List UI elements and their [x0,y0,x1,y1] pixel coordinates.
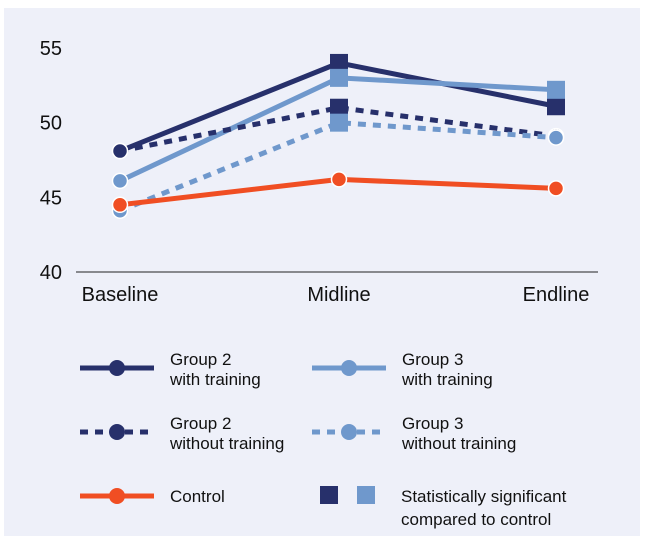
y-tick-label: 45 [40,187,62,209]
y-tick-label: 55 [40,38,62,60]
point-square-group-2-without-training [330,98,348,117]
legend-label-control: Control [170,487,225,506]
legend-label-group-2-with-training: Group 2 with training [169,350,261,389]
legend-marker-group-2-with-training [109,360,125,376]
legend-square-light [357,486,375,504]
point-control [547,180,565,197]
legend-label-group-3-without-training: Group 3 without training [401,414,516,453]
point-square-group-3-without-training [330,113,348,132]
point-control [330,171,348,188]
x-tick-label: Baseline [82,284,159,306]
point-group-3-without-training [547,129,565,146]
legend-marker-group-3-without-training [341,424,357,440]
legend-item-group-3-with-training: Group 3 with training [312,350,493,389]
legend-item-control: Control [80,487,225,506]
series-line-group-3-without-training [119,120,557,214]
x-tick-label: Midline [307,284,370,306]
point-control [111,196,129,214]
legend-item-group-2-without-training: Group 2 without training [80,414,284,453]
legend-marker-group-3-with-training [341,360,357,376]
legend-label-significance: Statistically significant compared to con… [401,487,567,529]
point-group-3-with-training [111,172,129,190]
legend-item-significance: Statistically significant compared to con… [320,486,567,529]
y-tick-label: 50 [40,113,62,135]
legend-label-group-2-without-training: Group 2 without training [169,414,284,453]
point-square-group-2-with-training [330,53,348,72]
y-tick-label: 40 [40,262,62,284]
legend-label-group-3-with-training: Group 3 with training [401,350,493,389]
point-square-group-3-with-training [330,68,348,87]
legend-item-group-2-with-training: Group 2 with training [80,350,261,389]
legend-item-group-3-without-training: Group 3 without training [312,414,516,453]
legend-square-dark [320,486,338,504]
point-square-group-2-with-training [547,97,565,116]
x-tick-label: Endline [523,284,590,306]
point-square-group-3-with-training [547,80,565,99]
legend-marker-control [109,488,125,504]
point-group-2-without-training [111,142,129,160]
legend-marker-group-2-without-training [109,424,125,440]
